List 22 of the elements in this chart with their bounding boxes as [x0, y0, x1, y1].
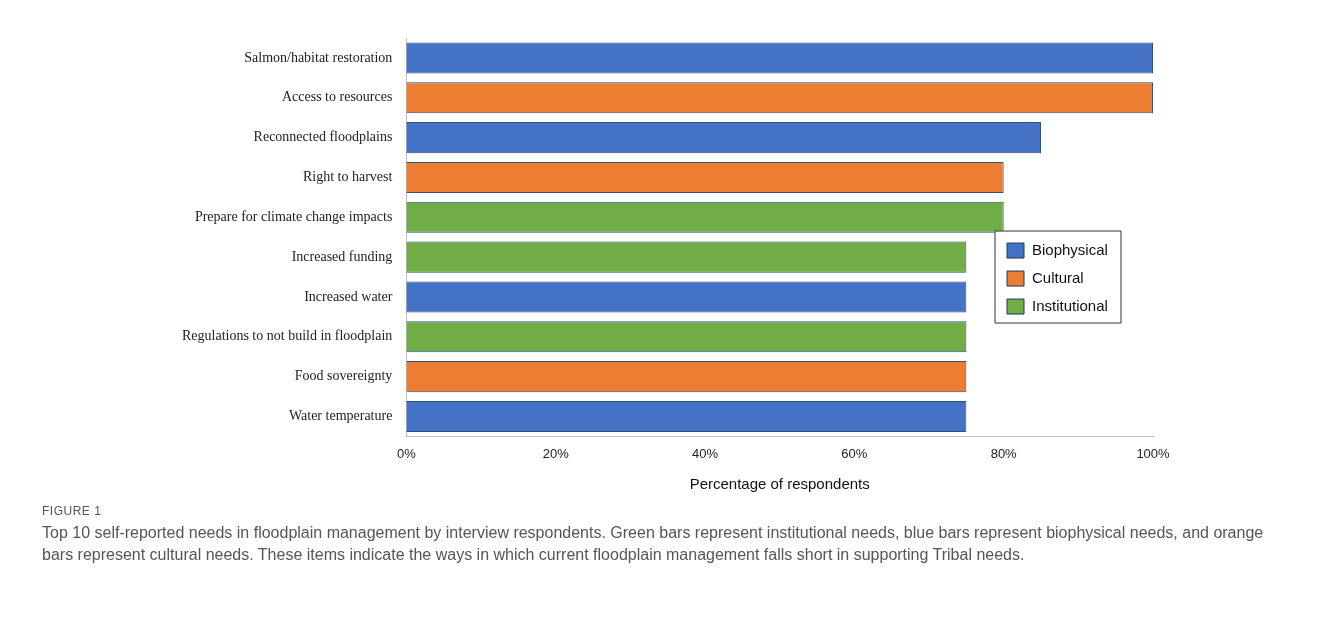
x-tick-label: 80% [990, 445, 1018, 461]
y-tick-label: Food sovereignty [294, 368, 393, 384]
legend-label: Institutional [1032, 297, 1108, 315]
x-tick-label: 0% [396, 445, 417, 461]
y-tick-label: Increased funding [291, 248, 393, 264]
x-tick-label: 60% [841, 445, 868, 461]
y-tick-label: Prepare for climate change impacts [194, 208, 393, 224]
y-tick-label: Salmon/habitat restoration [244, 49, 393, 65]
x-axis-title: Percentage of respondents [689, 475, 870, 493]
y-tick-label: Right to harvest [302, 169, 393, 185]
x-tick-label: 40% [692, 445, 719, 461]
y-tick-label: Water temperature [288, 408, 393, 424]
x-tick-label: 100% [1136, 445, 1171, 461]
legend-label: Cultural [1032, 269, 1084, 287]
y-tick-label: Access to resources [281, 89, 393, 105]
y-tick-label: Increased water [304, 288, 393, 304]
text: Top 10 self-reported needs in floodplain management by interview respondents. Green bars represent institutional needs, blue bars represent biophysical needs, and orange bars represent cultural needs. These items indicate the ways in which current floodplain management falls short in supporting Tribal needs. [42, 523, 1265, 565]
legend-label: Biophysical [1032, 241, 1108, 259]
y-tick-label: Regulations to not build in floodplain [181, 328, 393, 344]
y-tick-label: Reconnected floodplains [253, 129, 393, 145]
caption: FIGURE 1 [42, 504, 103, 518]
x-tick-label: 20% [542, 445, 570, 461]
